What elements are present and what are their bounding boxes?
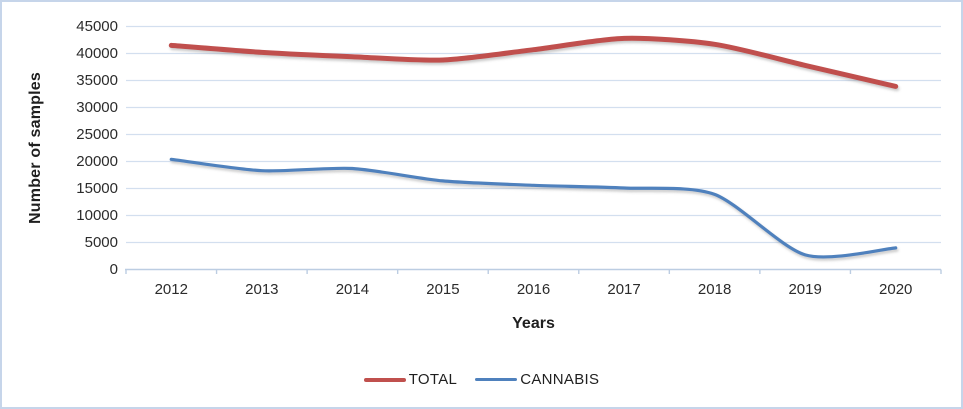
legend-label-total: TOTAL (408, 371, 458, 388)
y-tick-label: 30000 (76, 98, 118, 116)
x-tick-label: 2012 (154, 281, 188, 298)
x-tick-label: 2015 (426, 281, 460, 298)
x-tick-label: 2020 (879, 281, 913, 298)
cannabis-line-swatch (475, 378, 518, 381)
x-axis-title: Years (512, 315, 555, 332)
y-axis-title-text: Number of samples (27, 72, 45, 224)
x-tick-label: 2017 (607, 281, 641, 298)
y-tick-label: 40000 (76, 44, 118, 62)
y-tick-label: 45000 (76, 17, 118, 35)
y-tick-label: 20000 (76, 152, 118, 170)
y-tick-label: 35000 (76, 71, 118, 89)
x-tick-label: 2016 (516, 281, 551, 298)
legend-label-cannabis: CANNABIS (520, 371, 600, 388)
total-line-swatch (363, 377, 406, 382)
series-line-total (168, 35, 899, 89)
x-tick-label: 2018 (697, 281, 732, 298)
legend-item-cannabis: CANNABIS (475, 371, 599, 388)
x-tick-label: 2014 (335, 281, 370, 298)
x-tick-label: 2013 (245, 281, 279, 298)
y-tick-label: 15000 (76, 179, 118, 197)
series-line-cannabis (169, 157, 898, 259)
y-axis-title: Number of samples (22, 26, 50, 270)
x-tick-label: 2019 (788, 281, 822, 298)
y-tick-label: 0 (109, 260, 118, 278)
y-tick-label: 25000 (76, 125, 118, 143)
chart-legend: TOTAL CANNABIS (2, 371, 961, 388)
legend-item-total: TOTAL (363, 371, 458, 388)
y-tick-label: 10000 (76, 206, 118, 224)
y-tick-label: 5000 (84, 233, 118, 251)
